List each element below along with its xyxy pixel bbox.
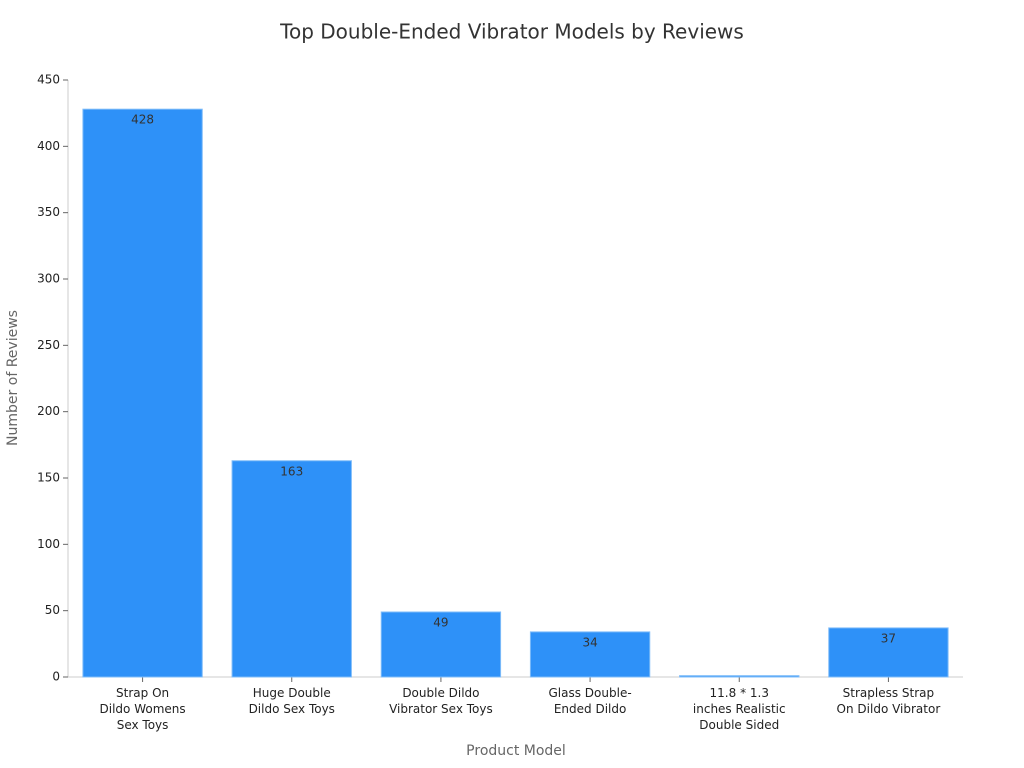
y-tick-label: 350 [37,205,60,219]
y-tick-label: 50 [45,603,60,617]
value-label: 163 [280,464,303,478]
x-tick-label: Strapless Strap On Dildo Vibrator [837,686,941,716]
x-tick-label: Strap On Dildo Womens Sex Toys [100,686,186,732]
bar [679,675,800,678]
bar [380,611,502,678]
value-label: 49 [433,615,448,629]
bar [828,627,949,678]
y-tick-label: 250 [37,338,60,352]
bar [529,631,651,678]
bar [231,460,352,678]
x-tick-label: Double Dildo Vibrator Sex Toys [389,686,493,716]
y-tick-label: 100 [37,537,60,551]
chart-title: Top Double-Ended Vibrator Models by Revi… [279,20,744,44]
x-axis-title: Product Model [466,743,566,759]
x-tick-label: 11.8 * 1.3 inches Realistic Double Sided [693,686,786,732]
bar [82,108,203,678]
x-tick-label: Huge Double Dildo Sex Toys [249,686,335,716]
y-tick-label: 400 [37,139,60,153]
y-tick-label: 0 [52,670,60,684]
y-tick-label: 150 [37,471,60,485]
y-tick-label: 200 [37,404,60,418]
y-axis-title: Number of Reviews [5,310,21,446]
x-tick-label: Glass Double-Ended Dildo [549,686,632,716]
value-label: 37 [881,631,896,645]
value-label: 34 [582,635,597,649]
value-label: 428 [131,113,154,127]
y-tick-label: 300 [37,272,60,286]
y-tick-label: 450 [37,73,60,87]
